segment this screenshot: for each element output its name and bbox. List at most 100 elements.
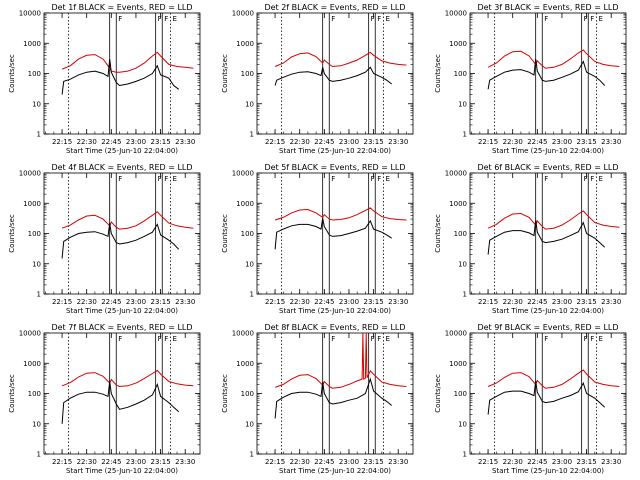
y-tick-label: 1 [37,131,41,139]
y-tick-label: 10000 [19,10,41,18]
x-tick-label: 22:45 [101,298,121,306]
chart-title: Det 5f BLACK = Events, RED = LLD [264,163,405,172]
series-group [274,333,407,419]
y-tick-label: 1 [463,131,467,139]
x-tick-label: 23:30 [601,138,621,146]
time-marker-label: F [118,15,122,23]
plot-frame [469,172,627,295]
time-marker-label: F [377,335,381,343]
time-marker-label: E [172,175,176,183]
events-series-line [487,380,606,415]
y-axis-label: Counts/sec [221,214,229,253]
y-tick-label: 1 [463,291,467,299]
time-marker-label: F [584,15,588,23]
x-tick-label: 22:45 [314,458,334,466]
y-tick-label: 10000 [19,330,41,338]
y-tick-label: 100 [241,70,254,78]
x-tick-label: 23:00 [339,298,359,306]
chart-svg: Det 9f BLACK = Events, RED = LLD 1 10 100 10… [434,323,627,475]
series-group [61,369,194,424]
lld-series-line [274,207,407,221]
detector-panel: Det 4f BLACK = Events, RED = LLD 1 10 100 10… [0,160,213,320]
lld-series-line [274,51,407,68]
y-tick-label: 100 [28,70,41,78]
y-tick-label: 1000 [236,40,254,48]
y-tick-label: 1000 [449,360,467,368]
x-tick-label: 23:30 [388,298,408,306]
x-tick-label: 23:15 [150,298,170,306]
x-tick-label: 22:30 [290,138,310,146]
x-tick-label: 22:45 [527,458,547,466]
x-tick-label: 22:45 [527,298,547,306]
x-tick-label: 23:30 [601,298,621,306]
events-series-line [274,66,393,86]
series-group [487,369,620,415]
y-tick-label: 10 [32,420,41,428]
y-tick-label: 10000 [232,330,254,338]
lld-series-line [274,333,407,389]
x-tick-label: 23:15 [363,138,383,146]
time-marker-label: E [172,335,176,343]
x-axis-label: Start Time (25-Jun-10 22:04:00) [279,307,391,315]
x-tick-label: 22:30 [290,298,310,306]
x-tick-label: 22:30 [77,138,97,146]
time-marker-label: F [118,335,122,343]
x-tick-label: 22:30 [503,298,523,306]
y-tick-label: 100 [454,390,467,398]
x-tick-label: 22:30 [503,138,523,146]
plot-frame [256,332,414,455]
y-tick-label: 100 [28,390,41,398]
chart-title: Det 8f BLACK = Events, RED = LLD [264,323,405,332]
chart-title: Det 7f BLACK = Events, RED = LLD [51,323,192,332]
y-tick-label: 1000 [23,360,41,368]
x-tick-label: 23:00 [552,298,572,306]
x-axis-label: Start Time (25-Jun-10 22:04:00) [492,147,604,155]
events-series-line [61,223,180,259]
x-tick-label: 22:45 [527,138,547,146]
y-tick-label: 10000 [445,330,467,338]
x-tick-label: 23:15 [576,298,596,306]
time-marker-label: F [590,15,594,23]
time-marker-label: F [584,335,588,343]
x-tick-label: 23:15 [363,458,383,466]
chart-svg: Det 8f BLACK = Events, RED = LLD 1 10 100 10… [221,323,414,475]
x-tick-label: 23:00 [552,458,572,466]
y-tick-label: 1000 [23,200,41,208]
detector-panel: Det 3f BLACK = Events, RED = LLD 1 10 100 10… [426,0,639,160]
y-tick-label: 100 [28,230,41,238]
time-marker-label: F [584,175,588,183]
x-axis-label: Start Time (25-Jun-10 22:04:00) [66,147,178,155]
x-tick-label: 22:15 [265,458,285,466]
y-tick-label: 1000 [449,40,467,48]
y-tick-label: 10 [32,100,41,108]
time-marker-label: F [164,175,168,183]
lld-series-line [61,369,194,388]
x-tick-label: 22:15 [52,458,72,466]
x-tick-label: 22:45 [101,458,121,466]
x-tick-label: 22:30 [290,458,310,466]
x-tick-label: 22:15 [478,458,498,466]
time-marker-label: F [377,15,381,23]
x-tick-label: 22:30 [77,458,97,466]
y-tick-label: 1000 [449,200,467,208]
y-axis-label: Counts/sec [434,54,442,93]
y-axis-label: Counts/sec [434,214,442,253]
time-marker-label: F [590,335,594,343]
y-tick-label: 1 [250,451,254,459]
time-marker-label: F [331,335,335,343]
events-series-line [487,59,606,90]
time-marker-label: F [544,15,548,23]
time-marker-label: F [158,335,162,343]
x-tick-label: 22:45 [101,138,121,146]
x-tick-label: 22:30 [503,458,523,466]
y-tick-label: 100 [454,230,467,238]
time-marker-label: F [158,15,162,23]
y-tick-label: 10 [245,100,254,108]
x-axis-label: Start Time (25-Jun-10 22:04:00) [279,467,391,475]
y-tick-label: 1 [250,131,254,139]
chart-svg: Det 4f BLACK = Events, RED = LLD 1 10 100 10… [8,163,201,315]
y-tick-label: 1000 [236,360,254,368]
x-tick-label: 23:15 [150,138,170,146]
detector-panel: Det 8f BLACK = Events, RED = LLD 1 10 100 10… [213,320,426,480]
